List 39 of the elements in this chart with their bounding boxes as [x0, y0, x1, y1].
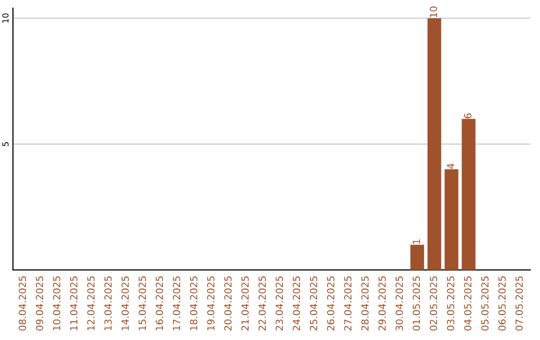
data-label: 4: [447, 164, 454, 169]
x-tick-label: 23.04.2025: [276, 276, 284, 330]
x-tick-label: 04.05.2025: [464, 276, 472, 331]
data-label: 10: [430, 6, 438, 18]
x-tick-label: 28.04.2025: [361, 276, 369, 330]
x-tick-label: 30.04.2025: [396, 276, 403, 330]
x-tick-label: 19.04.2025: [207, 276, 214, 330]
x-tick-label: 27.04.2025: [344, 276, 352, 330]
x-tick-label: 26.04.2025: [327, 276, 334, 330]
x-tick-label: 10.04.2025: [52, 276, 60, 330]
x-tick-label: 24.04.2025: [292, 276, 300, 330]
x-tick-label: 09.04.2025: [36, 276, 44, 331]
x-tick-label: 11.04.2025: [70, 276, 78, 330]
data-label: 6: [464, 113, 472, 118]
x-tick-label: 05.05.2025: [481, 276, 489, 331]
x-tick-label: 25.04.2025: [310, 276, 318, 330]
x-tick-label: 18.04.2025: [190, 276, 198, 330]
data-label: 1: [412, 240, 420, 244]
x-tick-label: 03.05.2025: [446, 276, 454, 331]
bar: [462, 118, 476, 270]
x-tick-label: 12.04.2025: [87, 276, 95, 330]
x-tick-label: 07.05.2025: [515, 276, 523, 331]
x-tick-label: 15.04.2025: [138, 276, 146, 330]
x-tick-label: 01.05.2025: [412, 276, 420, 331]
x-tick-label: 17.04.2025: [172, 276, 180, 330]
x-tick-label: 02.05.2025: [430, 276, 438, 331]
y-tick-label: 5: [2, 142, 9, 146]
x-tick-label: 22.04.2025: [258, 276, 266, 330]
x-tick-label: 16.04.2025: [156, 276, 164, 330]
x-tick-label: 06.05.2025: [498, 276, 506, 331]
x-tick-label: 29.04.2025: [378, 276, 386, 330]
bar: [444, 169, 458, 270]
x-tick-label: 20.04.2025: [224, 276, 232, 330]
bar: [428, 18, 442, 270]
x-tick-label: 21.04.2025: [241, 276, 249, 330]
x-tick-label: 13.04.2025: [104, 276, 112, 330]
bar: [410, 244, 424, 270]
x-tick-label: 08.04.2025: [18, 276, 26, 331]
x-tick-label: 14.04.2025: [121, 276, 129, 330]
